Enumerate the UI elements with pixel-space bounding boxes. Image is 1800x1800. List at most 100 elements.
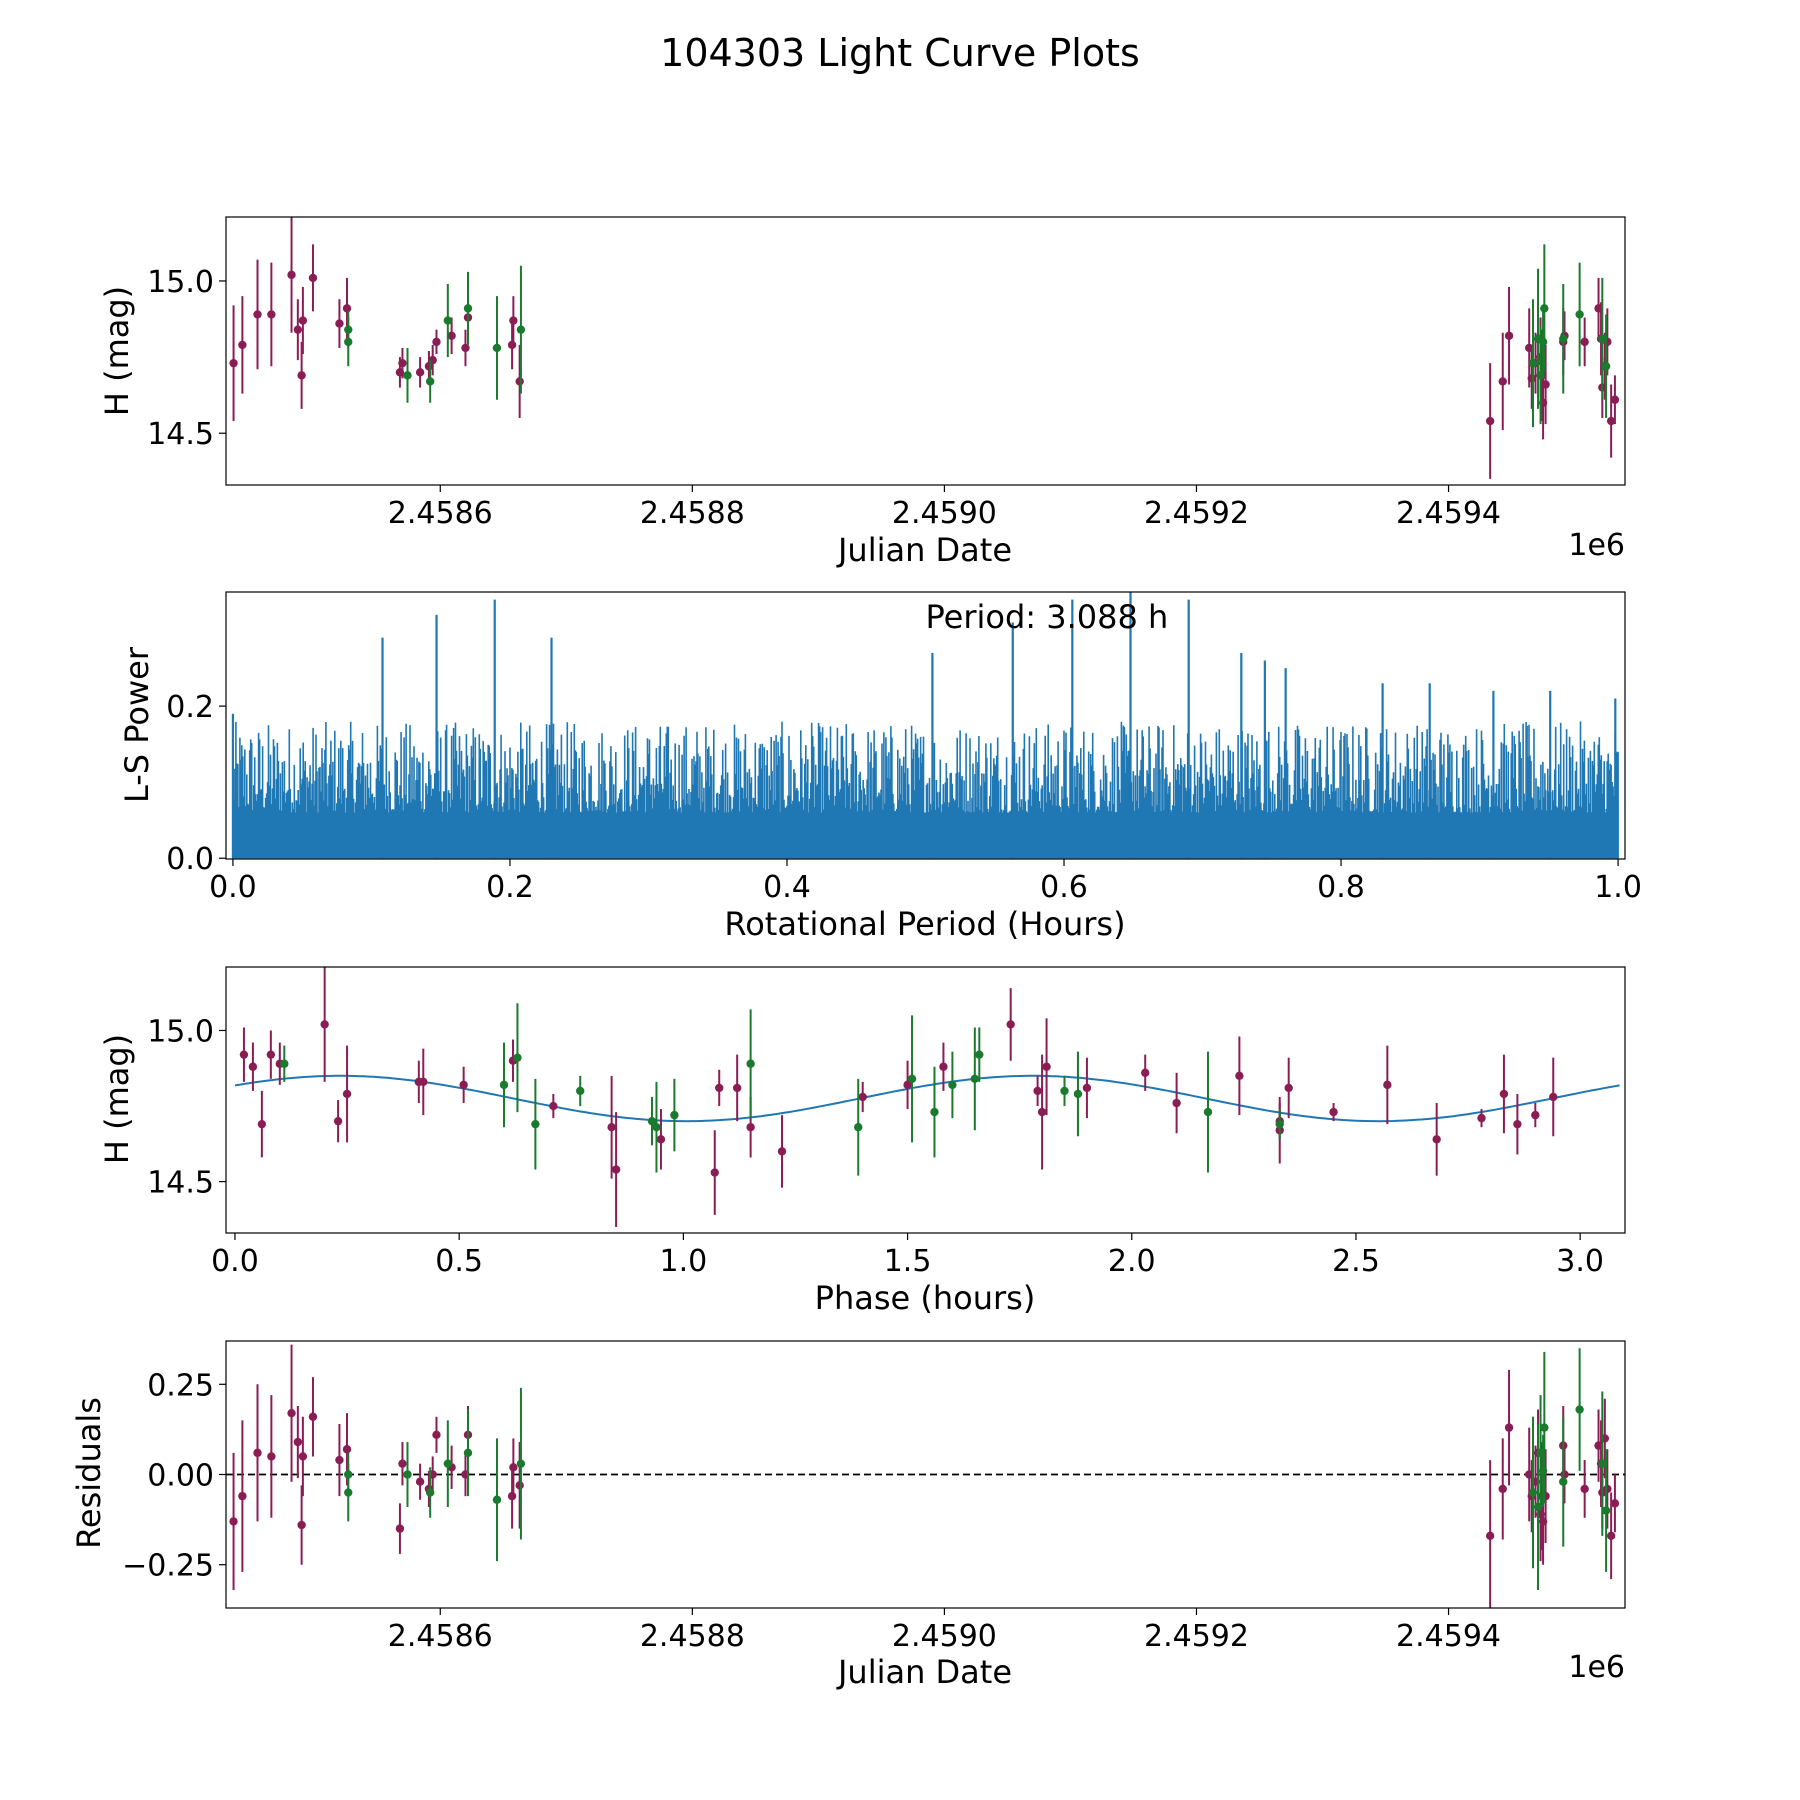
data-point — [308, 273, 318, 283]
plot-frame — [225, 216, 1626, 486]
data-point — [939, 1062, 948, 1071]
data-point — [287, 1408, 296, 1418]
data-point — [1498, 1484, 1507, 1494]
y-tick-label: 14.5 — [147, 417, 214, 452]
data-point — [1006, 1020, 1015, 1029]
data-point — [715, 1083, 724, 1093]
data-point — [293, 325, 303, 334]
data-point — [1540, 304, 1549, 313]
x-tick-label: 0.0 — [211, 1244, 259, 1279]
x-axis-label: Phase (hours) — [815, 1279, 1036, 1317]
data-point — [267, 310, 276, 319]
plot-frame — [225, 966, 1626, 1234]
data-point — [1575, 1405, 1584, 1414]
data-point — [492, 343, 502, 353]
data-point — [425, 377, 435, 386]
data-point — [907, 1074, 917, 1084]
data-point — [531, 1119, 540, 1129]
data-point — [1383, 1080, 1392, 1090]
data-point — [419, 1077, 428, 1087]
data-point — [1610, 395, 1620, 404]
data-point — [970, 1074, 980, 1084]
y-axis-label: L-S Power — [118, 646, 156, 803]
data-point — [342, 1445, 352, 1454]
data-point — [1580, 337, 1589, 347]
data-point — [1037, 1107, 1047, 1117]
x-tick-label: 0.6 — [1040, 870, 1088, 905]
data-point — [652, 1123, 661, 1132]
data-point — [507, 340, 517, 350]
period-annotation: Period: 3.088 h — [926, 598, 1169, 636]
x-tick-label: 0.4 — [763, 870, 811, 905]
data-point — [459, 1080, 468, 1090]
y-tick-label: 0.25 — [147, 1368, 214, 1403]
data-point — [854, 1123, 863, 1132]
data-point — [320, 1020, 329, 1029]
data-point — [1606, 416, 1616, 426]
data-point — [930, 1107, 939, 1117]
data-point — [432, 337, 441, 347]
data-point — [333, 1116, 343, 1126]
figure-title: 104303 Light Curve Plots — [660, 31, 1140, 75]
data-point — [1513, 1119, 1522, 1129]
data-point — [516, 1459, 526, 1468]
data-point — [1559, 1477, 1568, 1486]
data-point — [1580, 1484, 1589, 1494]
data-point — [308, 1412, 318, 1421]
data-point — [1540, 1423, 1549, 1432]
data-point — [492, 1495, 502, 1504]
x-tick-label: 2.4594 — [1396, 496, 1501, 531]
data-point — [509, 316, 518, 325]
data-point — [507, 1491, 517, 1501]
data-point — [1082, 1083, 1092, 1093]
y-tick-label: 0.0 — [166, 842, 214, 877]
x-tick-label: 0.5 — [435, 1244, 483, 1279]
x-tick-label: 2.4592 — [1144, 496, 1249, 531]
data-point — [335, 1455, 344, 1465]
data-point — [607, 1123, 616, 1132]
data-point — [1559, 334, 1568, 344]
data-point — [1598, 334, 1607, 344]
data-point — [229, 1517, 238, 1526]
data-point — [746, 1123, 755, 1132]
data-point — [463, 304, 473, 313]
fit-curve — [234, 1074, 1620, 1123]
data-point — [1538, 337, 1548, 347]
x-tick-label: 2.4594 — [1396, 1619, 1501, 1654]
data-point — [710, 1168, 719, 1177]
data-point — [1549, 1092, 1558, 1102]
data-point — [463, 1448, 473, 1458]
data-point — [1541, 380, 1550, 389]
data-point — [1172, 1098, 1181, 1108]
data-point — [447, 331, 456, 340]
y-tick-label: −0.25 — [122, 1549, 214, 1584]
fit-group — [234, 1074, 1620, 1123]
x-offset-label: 1e6 — [1568, 1650, 1625, 1685]
data-point — [344, 325, 353, 334]
x-tick-label: 2.4588 — [640, 496, 745, 531]
data-point — [1284, 1083, 1293, 1093]
x-tick-label: 1.0 — [1594, 870, 1642, 905]
data-point — [656, 1135, 666, 1144]
data-point — [1560, 1470, 1569, 1479]
data-point — [432, 1430, 441, 1440]
x-tick-label: 2.4590 — [892, 1619, 997, 1654]
data-point — [443, 316, 453, 325]
data-point — [1033, 1086, 1042, 1096]
data-points — [239, 967, 1558, 1227]
x-tick-label: 2.4586 — [388, 496, 493, 531]
data-point — [1042, 1062, 1051, 1071]
x-axis-label: Rotational Period (Hours) — [724, 905, 1125, 943]
data-point — [253, 310, 262, 319]
data-point — [515, 1481, 524, 1490]
data-point — [239, 1050, 249, 1059]
data-point — [443, 1459, 453, 1468]
data-point — [1610, 1499, 1620, 1508]
x-tick-label: 1.0 — [660, 1244, 708, 1279]
data-points — [229, 217, 1620, 479]
x-offset-label: 1e6 — [1568, 528, 1625, 563]
data-point — [335, 319, 344, 328]
y-tick-label: 15.0 — [147, 1014, 214, 1049]
data-point — [647, 1116, 657, 1126]
data-point — [1141, 1068, 1150, 1077]
